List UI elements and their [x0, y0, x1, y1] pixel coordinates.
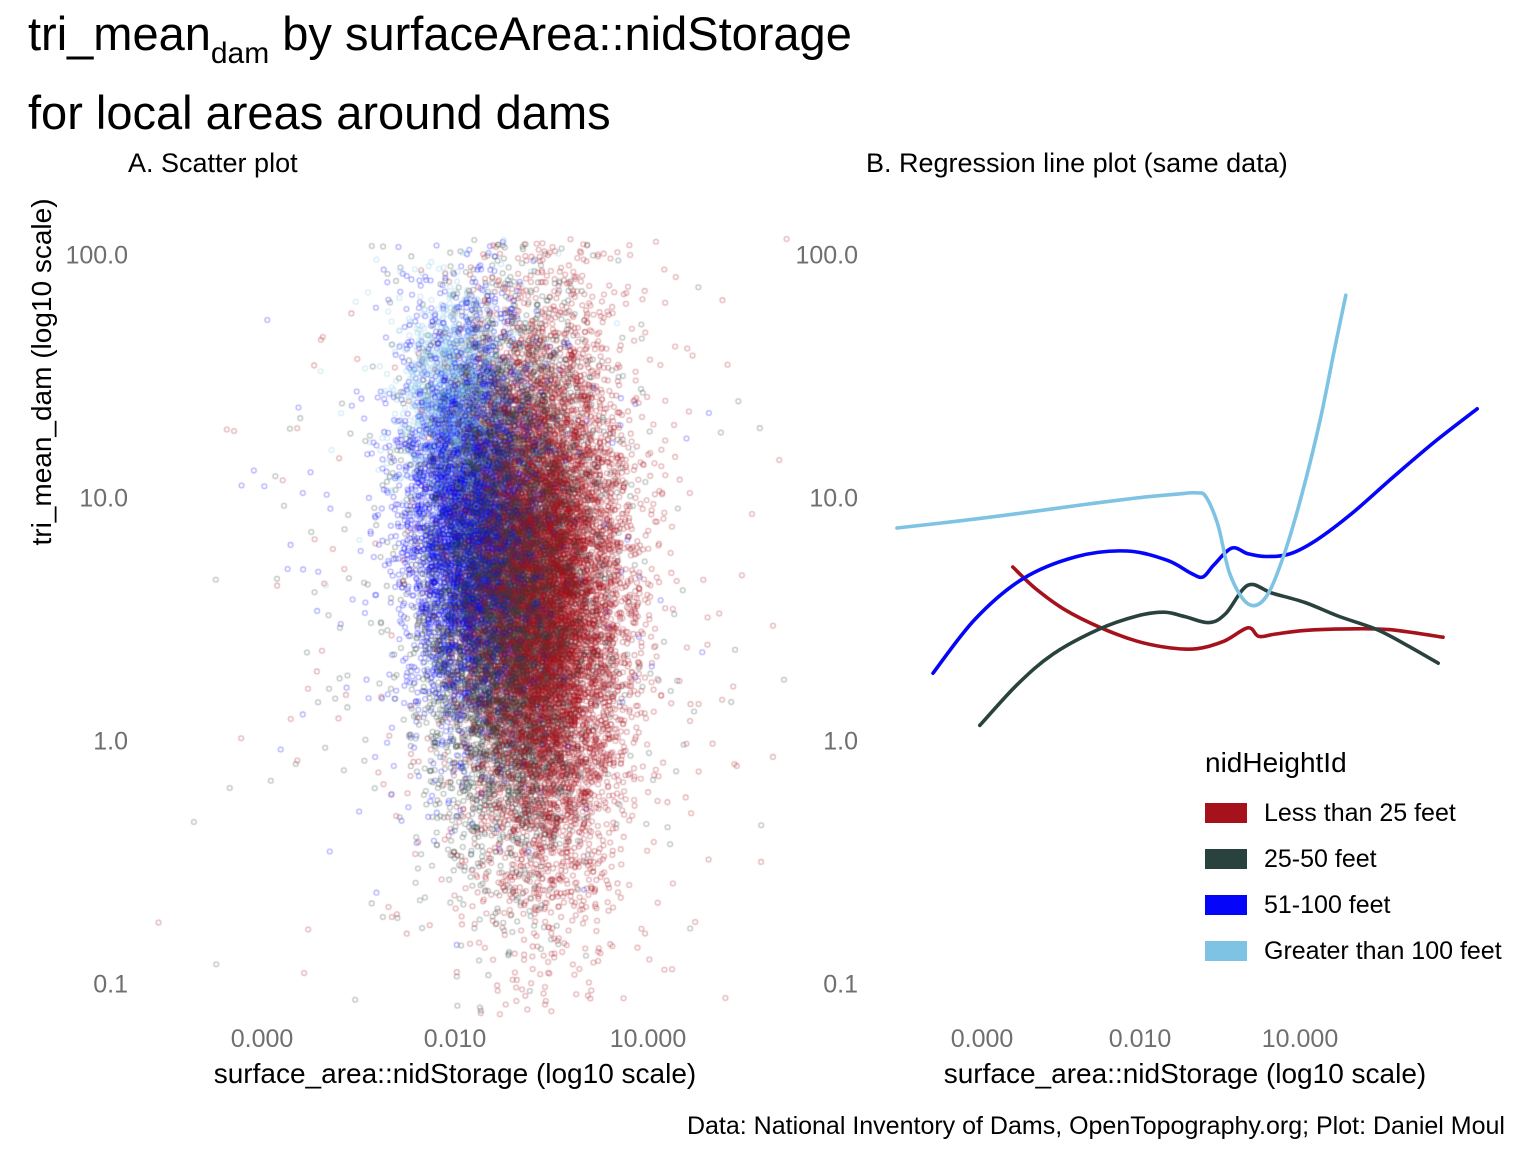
figure-title-line1: tri_meandam by surfaceArea::nidStorage [28, 4, 852, 83]
legend-swatch [1205, 895, 1247, 915]
panel-a-header: A. Scatter plot [128, 148, 298, 178]
legend-rows: Less than 25 feet 25-50 feet 51-100 feet Gr… [1205, 790, 1502, 974]
panel-a-y-tick-label: 100.0 [65, 241, 128, 270]
caption: Data: National Inventory of Dams, OpenTo… [686, 1112, 1505, 1140]
panel-b-y-tick-label: 10.0 [809, 484, 858, 513]
panel-a-y-tick-label: 0.1 [93, 970, 128, 999]
panel-b-y-tick-label: 0.1 [823, 970, 858, 999]
legend-label: Greater than 100 feet [1264, 936, 1502, 965]
legend-title: nidHeightId [1205, 747, 1347, 778]
figure-title: tri_meandam by surfaceArea::nidStorage f… [28, 4, 852, 142]
title-subscript: dam [210, 37, 270, 70]
legend-label: 25-50 feet [1264, 844, 1377, 873]
legend-swatch [1205, 849, 1247, 869]
panel-b-x-tick-label: 10.000 [1261, 1025, 1339, 1053]
legend-label: Less than 25 feet [1264, 798, 1456, 827]
panel-b-header: B. Regression line plot (same data) [866, 148, 1288, 178]
panel-b-x-tick-label: 0.000 [950, 1025, 1014, 1053]
legend-item: Less than 25 feet [1205, 790, 1502, 836]
regression-line-25-50-feet [978, 582, 1440, 728]
regression-line-less-than-25-feet [1011, 565, 1445, 652]
panel-a-x-tick-label: 0.000 [230, 1025, 294, 1053]
panel-a-y-tick-label: 10.0 [79, 484, 128, 513]
panel-a-x-axis-title: surface_area::nidStorage (log10 scale) [213, 1058, 697, 1089]
panel-b-x-tick-label: 0.010 [1108, 1025, 1172, 1053]
legend-swatch [1205, 941, 1247, 961]
panel-b-x-axis-title: surface_area::nidStorage (log10 scale) [943, 1058, 1427, 1089]
legend-item: Greater than 100 feet [1205, 928, 1502, 974]
legend-swatch [1205, 803, 1247, 823]
legend: nidHeightId Less than 25 feet 25-50 feet 5… [1205, 746, 1502, 974]
regression-line-51-100-feet [931, 407, 1479, 675]
panel-b-y-tick-label: 1.0 [823, 727, 858, 756]
figure-title-line2: for local areas around dams [28, 86, 611, 139]
panel-a-y-tick-label: 1.0 [93, 727, 128, 756]
panel-b-y-tick-label: 100.0 [795, 241, 858, 270]
legend-label: 51-100 feet [1264, 890, 1391, 919]
legend-item: 51-100 feet [1205, 882, 1502, 928]
panel-a-x-tick-label: 10.000 [609, 1025, 687, 1053]
title-prefix: tri_mean [28, 7, 211, 60]
regression-line-greater-than-100-feet [895, 293, 1348, 608]
title-suffix: by surfaceArea::nidStorage [269, 7, 852, 60]
y-axis-title: tri_mean_dam (log10 scale) [26, 198, 57, 546]
panel-a-x-tick-label: 0.010 [423, 1025, 487, 1053]
legend-item: 25-50 feet [1205, 836, 1502, 882]
